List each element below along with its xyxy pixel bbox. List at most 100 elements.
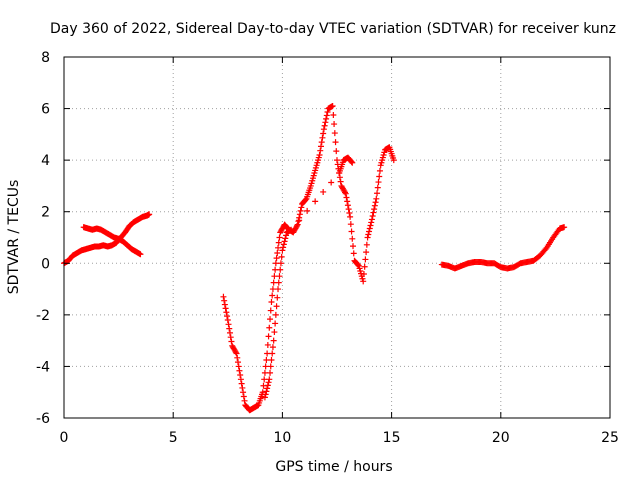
y-tick-label: -2 xyxy=(36,308,50,324)
data-point xyxy=(266,376,273,383)
data-point xyxy=(368,216,375,223)
data-point xyxy=(373,195,380,202)
data-point xyxy=(223,309,230,316)
data-point xyxy=(371,202,378,209)
data-point xyxy=(220,293,227,300)
data-point xyxy=(320,126,327,133)
data-point xyxy=(304,207,311,214)
data-point xyxy=(296,217,303,224)
data-point xyxy=(267,369,274,376)
data-point xyxy=(272,311,279,318)
data-marks xyxy=(61,102,568,414)
grid-lines xyxy=(64,57,610,418)
data-point xyxy=(272,260,279,267)
data-point xyxy=(343,194,350,201)
data-point xyxy=(349,159,356,166)
data-point xyxy=(376,173,383,180)
data-point xyxy=(302,196,309,203)
data-point xyxy=(371,206,378,213)
y-tick-label: 6 xyxy=(41,102,50,118)
data-point xyxy=(234,359,241,366)
data-point xyxy=(298,204,305,211)
data-point xyxy=(366,228,373,235)
data-point xyxy=(266,324,273,331)
data-point xyxy=(275,239,282,246)
data-point xyxy=(317,147,324,154)
data-point xyxy=(272,320,279,327)
data-point xyxy=(276,234,283,241)
data-point xyxy=(232,349,239,356)
data-point xyxy=(233,350,240,357)
y-tick-label: 4 xyxy=(41,153,50,169)
data-point xyxy=(275,244,282,251)
data-point xyxy=(273,255,280,262)
y-tick-label: -4 xyxy=(36,359,50,375)
data-point xyxy=(318,139,325,146)
data-point xyxy=(270,279,277,286)
data-point xyxy=(368,219,375,226)
data-point xyxy=(361,263,368,270)
data-point xyxy=(370,209,377,216)
data-point xyxy=(348,228,355,235)
data-point xyxy=(328,179,335,186)
data-point xyxy=(320,188,327,195)
x-axis-label: GPS time / hours xyxy=(275,459,392,475)
data-point xyxy=(297,207,304,214)
data-point xyxy=(342,190,349,197)
data-point xyxy=(264,385,271,392)
data-point xyxy=(336,174,343,181)
data-point xyxy=(316,151,323,158)
data-point xyxy=(346,210,353,217)
data-point xyxy=(348,158,355,165)
data-point xyxy=(228,338,235,345)
data-point xyxy=(269,292,276,299)
data-point xyxy=(331,130,338,137)
data-point xyxy=(240,389,247,396)
data-series-5 xyxy=(438,224,568,272)
data-point xyxy=(321,122,328,129)
data-point xyxy=(295,218,302,225)
data-point xyxy=(146,211,153,218)
data-point xyxy=(225,321,232,328)
data-point xyxy=(350,243,357,250)
data-point xyxy=(265,333,272,340)
y-tick-label: 0 xyxy=(41,256,50,272)
data-point xyxy=(561,224,568,231)
x-tick-label: 10 xyxy=(273,430,291,446)
data-point xyxy=(235,363,242,370)
data-point xyxy=(267,307,274,314)
data-point xyxy=(236,367,243,374)
data-point xyxy=(272,266,279,273)
y-tick-label: -6 xyxy=(36,411,50,427)
data-point xyxy=(323,112,330,119)
data-point xyxy=(269,350,276,357)
data-point xyxy=(366,225,373,232)
x-tick-label: 20 xyxy=(492,430,510,446)
data-point xyxy=(294,221,301,228)
axis-ticks: 0 5 10 15 20 25 -6 -4 -2 0 2 4 6 8 xyxy=(36,50,619,446)
data-point xyxy=(281,238,288,245)
data-point xyxy=(276,273,283,280)
data-series-2 xyxy=(80,224,144,258)
data-point xyxy=(323,115,330,122)
y-axis-label: SDTVAR / TECUs xyxy=(6,180,22,295)
data-point xyxy=(320,130,327,137)
data-point xyxy=(238,380,245,387)
data-point xyxy=(268,298,275,305)
data-point xyxy=(262,391,269,398)
data-point xyxy=(267,363,274,370)
data-point xyxy=(226,329,233,336)
data-point xyxy=(330,112,337,119)
data-point xyxy=(264,350,271,357)
data-point xyxy=(277,260,284,267)
data-point xyxy=(347,213,354,220)
data-point xyxy=(278,253,285,260)
data-point xyxy=(224,317,231,324)
data-point xyxy=(374,190,381,197)
data-point xyxy=(271,273,278,280)
data-point xyxy=(322,119,329,126)
data-point xyxy=(363,249,370,256)
data-point xyxy=(269,286,276,293)
data-point xyxy=(372,199,379,206)
